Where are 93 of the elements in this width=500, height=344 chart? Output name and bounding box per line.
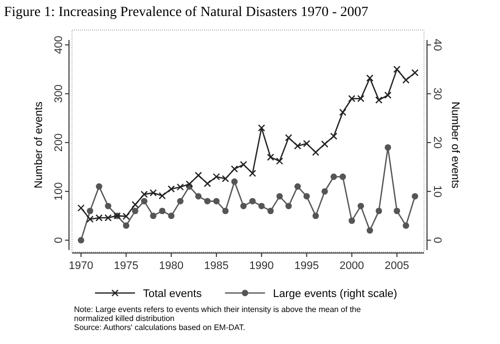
point xyxy=(384,144,392,151)
point xyxy=(230,165,238,173)
point xyxy=(132,200,139,208)
point xyxy=(258,124,266,132)
point xyxy=(240,160,248,168)
point xyxy=(168,185,175,193)
point xyxy=(394,208,400,214)
point xyxy=(140,190,148,198)
point xyxy=(276,158,284,165)
point xyxy=(384,92,392,99)
point xyxy=(411,69,419,76)
point xyxy=(204,198,211,204)
point xyxy=(231,178,238,185)
point xyxy=(375,96,382,104)
point xyxy=(366,227,374,234)
point xyxy=(376,208,382,214)
point xyxy=(276,193,283,200)
point xyxy=(303,140,310,148)
y-axis-title: Number of events xyxy=(33,101,45,188)
point xyxy=(285,202,292,210)
x-tick-label: 1970 xyxy=(68,260,94,272)
point xyxy=(340,174,346,180)
x-tick-label: 1980 xyxy=(159,260,184,272)
y-tick-label: 200 xyxy=(53,133,65,152)
text: Note: Large events refers to events which their intensity is above the mean of the normalized killed distribution xyxy=(74,305,362,323)
point xyxy=(86,208,94,214)
point xyxy=(177,198,184,204)
point xyxy=(402,222,410,229)
y2-tick-label: 10 xyxy=(431,185,443,198)
point xyxy=(339,108,346,116)
y2-tick-label: 30 xyxy=(431,88,443,100)
x-tick-label: 2005 xyxy=(384,260,410,272)
x-tick-label: 1990 xyxy=(249,260,274,272)
legend-label: Large events (right scale) xyxy=(273,288,398,300)
point xyxy=(267,208,274,214)
point xyxy=(322,188,328,195)
point xyxy=(222,175,230,182)
point xyxy=(348,218,355,224)
chart-title: Figure 1: Increasing Prevalence of Natural Disasters 1970 - 2007 xyxy=(4,5,368,20)
point xyxy=(222,208,229,214)
point xyxy=(96,183,102,190)
point xyxy=(258,202,265,210)
point xyxy=(104,202,112,210)
y-tick-label: 400 xyxy=(53,36,65,54)
point xyxy=(240,202,247,210)
point xyxy=(195,193,202,200)
point xyxy=(150,212,156,220)
point xyxy=(330,174,337,180)
y-tick-label: 0 xyxy=(53,237,65,244)
point xyxy=(249,198,256,204)
point xyxy=(294,142,302,150)
point xyxy=(303,193,310,200)
legend-label: Total events xyxy=(143,288,202,300)
point xyxy=(77,204,85,212)
point xyxy=(186,180,193,188)
point xyxy=(248,170,256,177)
y2-tick-label: 0 xyxy=(431,237,443,244)
point xyxy=(358,202,364,210)
point xyxy=(412,193,418,200)
point xyxy=(312,212,319,220)
point xyxy=(158,192,166,200)
point xyxy=(86,216,94,223)
x-tick-label: 1985 xyxy=(204,260,229,272)
x-tick-label: 1975 xyxy=(114,260,138,272)
y2-tick-label: 20 xyxy=(431,136,443,149)
point xyxy=(294,183,301,190)
point xyxy=(132,208,138,214)
point xyxy=(213,198,220,204)
y-tick-label: 300 xyxy=(53,84,65,103)
point xyxy=(212,173,220,180)
point xyxy=(194,172,202,179)
point xyxy=(312,148,320,156)
point xyxy=(330,132,338,140)
point xyxy=(285,134,292,142)
point xyxy=(78,237,84,244)
point xyxy=(266,154,274,161)
y2-axis-title: Number of events xyxy=(449,102,461,189)
point xyxy=(141,198,148,204)
point xyxy=(321,140,328,148)
point xyxy=(366,74,374,82)
point xyxy=(122,222,130,229)
point xyxy=(402,76,410,84)
point xyxy=(150,189,157,196)
point xyxy=(159,208,166,214)
x-tick-label: 1995 xyxy=(294,260,319,272)
point xyxy=(393,66,401,73)
point xyxy=(168,212,174,220)
point xyxy=(176,183,184,191)
source-note: Source: Authors' calculations based on EM-DAT. xyxy=(74,323,246,332)
point xyxy=(204,180,211,188)
y2-tick-label: 40 xyxy=(431,38,443,52)
y-tick-label: 100 xyxy=(53,182,65,201)
x-tick-label: 2000 xyxy=(340,260,364,272)
